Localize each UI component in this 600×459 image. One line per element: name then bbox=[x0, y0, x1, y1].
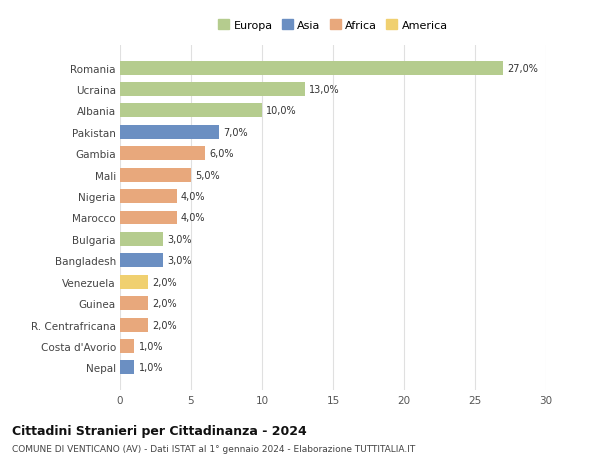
Bar bbox=[120, 211, 177, 225]
Text: 2,0%: 2,0% bbox=[152, 298, 177, 308]
Text: 5,0%: 5,0% bbox=[195, 170, 220, 180]
Text: 4,0%: 4,0% bbox=[181, 213, 206, 223]
Bar bbox=[120, 254, 163, 268]
Text: 3,0%: 3,0% bbox=[167, 256, 191, 266]
Bar bbox=[120, 190, 177, 204]
Bar bbox=[120, 275, 148, 289]
Text: 2,0%: 2,0% bbox=[152, 320, 177, 330]
Bar bbox=[120, 104, 262, 118]
Text: 27,0%: 27,0% bbox=[508, 63, 539, 73]
Text: 3,0%: 3,0% bbox=[167, 235, 191, 244]
Text: 13,0%: 13,0% bbox=[309, 85, 340, 95]
Bar bbox=[120, 297, 148, 310]
Bar bbox=[120, 62, 503, 75]
Text: COMUNE DI VENTICANO (AV) - Dati ISTAT al 1° gennaio 2024 - Elaborazione TUTTITAL: COMUNE DI VENTICANO (AV) - Dati ISTAT al… bbox=[12, 444, 415, 453]
Text: 1,0%: 1,0% bbox=[139, 341, 163, 351]
Text: 10,0%: 10,0% bbox=[266, 106, 297, 116]
Text: 6,0%: 6,0% bbox=[209, 149, 234, 159]
Bar bbox=[120, 83, 305, 97]
Text: 2,0%: 2,0% bbox=[152, 277, 177, 287]
Bar bbox=[120, 168, 191, 182]
Bar bbox=[120, 361, 134, 375]
Legend: Europa, Asia, Africa, America: Europa, Asia, Africa, America bbox=[215, 17, 451, 34]
Bar bbox=[120, 126, 220, 140]
Bar bbox=[120, 232, 163, 246]
Text: 7,0%: 7,0% bbox=[224, 128, 248, 138]
Text: 1,0%: 1,0% bbox=[139, 363, 163, 373]
Text: Cittadini Stranieri per Cittadinanza - 2024: Cittadini Stranieri per Cittadinanza - 2… bbox=[12, 424, 307, 437]
Bar bbox=[120, 147, 205, 161]
Text: 4,0%: 4,0% bbox=[181, 192, 206, 202]
Bar bbox=[120, 318, 148, 332]
Bar bbox=[120, 339, 134, 353]
